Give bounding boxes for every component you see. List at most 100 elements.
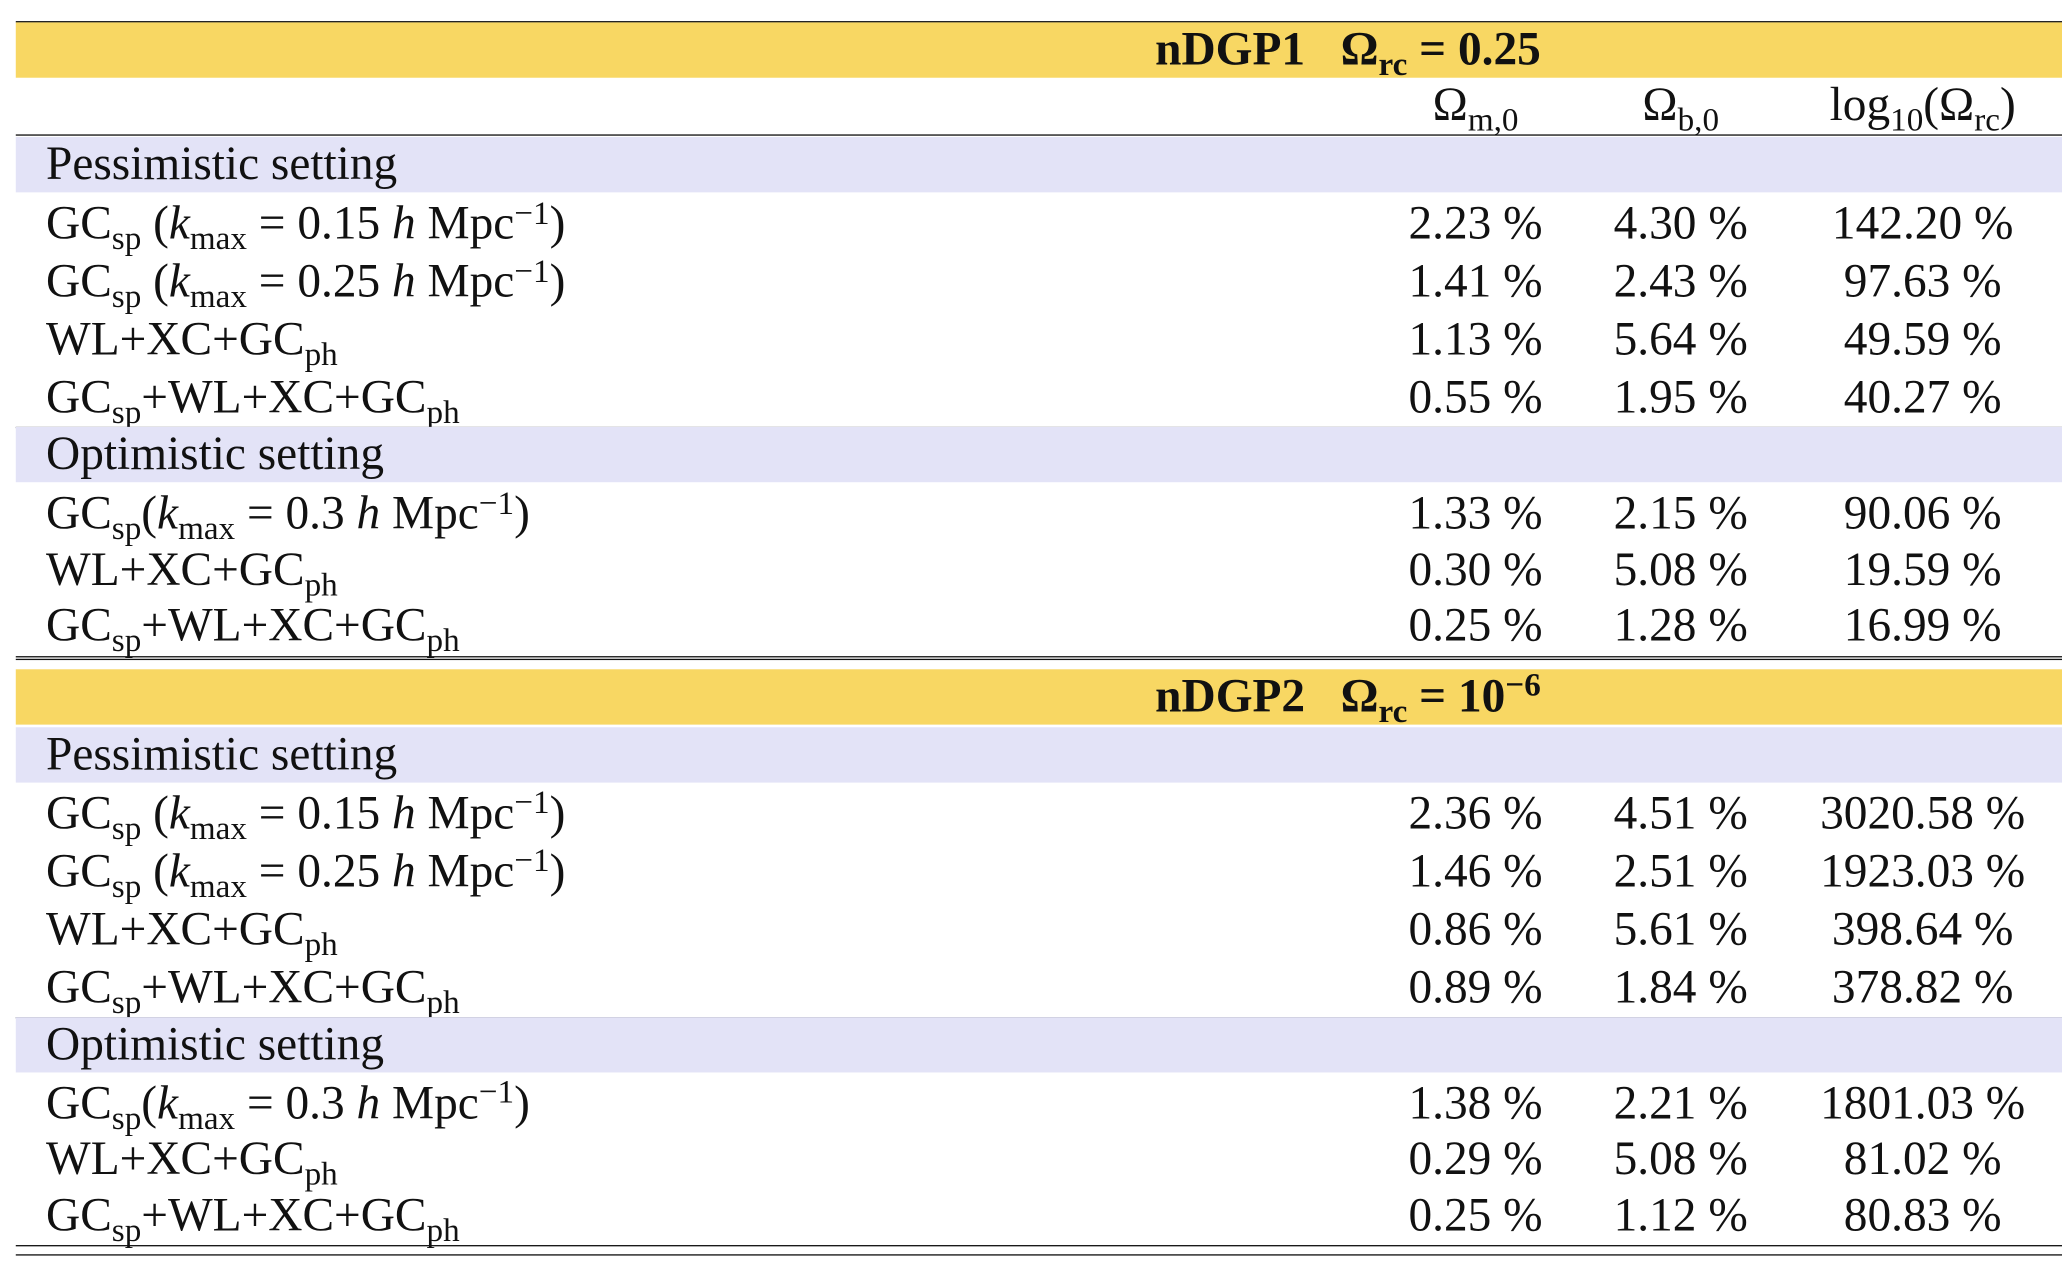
text-segment: sp	[111, 221, 142, 257]
text-segment: = 0.25	[1407, 22, 1541, 76]
row-label: GCsp+WL+XC+GCph	[46, 368, 460, 431]
text-segment: WL+XC+GC	[46, 1131, 305, 1185]
cell-value: 97.63 %	[1843, 254, 2002, 307]
text-segment: ph	[304, 567, 338, 603]
text-segment: sp	[111, 868, 142, 905]
text-segment: sp	[111, 1100, 142, 1137]
cell-value: 4.30 %	[1613, 196, 1748, 250]
row-label: WL+XC+GCph	[46, 310, 338, 373]
text-segment: max	[178, 511, 236, 547]
text-segment: ph	[304, 926, 338, 963]
cell-value: 5.64 %	[1613, 312, 1748, 365]
text-segment: 10	[1890, 102, 1924, 139]
text-segment: sp	[111, 279, 142, 315]
cell-value: 2.15 %	[1613, 486, 1748, 539]
text-segment: GC	[46, 959, 112, 1013]
row-label: GCsp (kmax = 0.15 h Mpc−1)	[46, 783, 565, 846]
cell-value: 378.82 %	[1831, 959, 2014, 1013]
row-label: GCsp (kmax = 0.25 h Mpc−1)	[46, 252, 566, 315]
text-segment: rc	[1378, 47, 1408, 84]
text-segment: = 0.25	[246, 254, 393, 307]
text-segment: WL+XC+GC	[46, 542, 305, 595]
text-segment: )	[514, 486, 530, 539]
cell-value: 49.59 %	[1843, 312, 2002, 365]
text-segment: −1	[478, 485, 515, 522]
cell-value: 0.55 %	[1408, 370, 1543, 423]
text-segment: GC	[46, 254, 112, 307]
text-segment: (	[141, 196, 169, 250]
column-header: Ωb,0	[1642, 75, 1719, 139]
cell-value: 1.41 %	[1408, 254, 1543, 307]
cell-value: 1.84 %	[1613, 959, 1748, 1013]
cell-value: 80.83 %	[1843, 1187, 2002, 1241]
text-segment: WL+XC+GC	[46, 312, 305, 365]
text-segment: = 0.15	[246, 785, 393, 839]
cell-value: 0.29 %	[1408, 1131, 1543, 1185]
cell-value: 0.30 %	[1408, 542, 1543, 595]
text-segment: = 0.15	[246, 196, 393, 250]
title-band	[15, 668, 2062, 724]
cell-value: 2.43 %	[1613, 254, 1748, 307]
text-segment: Mpc	[415, 254, 515, 307]
cell-value: 1.95 %	[1613, 370, 1748, 423]
cell-value: 16.99 %	[1843, 598, 2002, 651]
text-segment: )	[1999, 77, 2016, 131]
text-segment: h	[392, 843, 416, 897]
cell-value: 5.08 %	[1613, 542, 1748, 595]
text-segment: rc	[1378, 693, 1408, 730]
text-segment: GC	[46, 486, 112, 539]
group-name: Optimistic setting	[46, 1016, 385, 1070]
text-segment: Mpc	[380, 486, 479, 539]
row-label: WL+XC+GCph	[46, 540, 338, 603]
cell-value: 19.59 %	[1843, 542, 2002, 595]
text-segment: −1	[514, 253, 550, 290]
cell-value: 1.46 %	[1408, 843, 1543, 897]
text-segment: rc	[1974, 102, 2000, 139]
section-title: nDGP1 Ωrc = 0.25	[1155, 20, 1541, 83]
text-segment: −1	[514, 195, 550, 232]
text-segment: Mpc	[415, 196, 515, 250]
text-segment: k	[168, 196, 190, 250]
cell-value: 0.25 %	[1408, 1187, 1543, 1241]
group-name: Optimistic setting	[46, 426, 385, 480]
text-segment: = 10	[1407, 668, 1506, 722]
cell-value: 0.86 %	[1408, 901, 1543, 955]
text-segment: sp	[111, 984, 142, 1021]
text-segment: +WL+XC+GC	[141, 598, 427, 651]
rule	[15, 655, 2062, 657]
cell-value: 2.23 %	[1408, 196, 1543, 250]
row-label: GCsp(kmax = 0.3 h Mpc−1)	[46, 1073, 530, 1136]
text-segment: max	[189, 279, 247, 315]
row-label: GCsp+WL+XC+GCph	[46, 596, 460, 659]
text-segment: ph	[426, 1212, 460, 1249]
cell-value: 1.12 %	[1613, 1187, 1748, 1241]
text-segment: ph	[426, 395, 460, 431]
text-segment: )	[549, 254, 566, 307]
text-segment: = 0.3	[235, 1075, 357, 1129]
text-segment: h	[392, 196, 416, 250]
text-segment: nDGP1 Ω	[1155, 22, 1379, 76]
text-segment: max	[189, 811, 247, 847]
column-header: log10(Ωrc)	[1830, 75, 2016, 139]
text-segment: (	[141, 486, 158, 539]
group-band	[15, 1016, 2062, 1072]
text-segment: k	[157, 486, 179, 539]
text-segment: (Ω	[1923, 77, 1975, 131]
cell-value: 1.33 %	[1408, 486, 1543, 539]
text-segment: (	[141, 785, 169, 839]
text-segment: +WL+XC+GC	[141, 959, 427, 1013]
text-segment: ph	[426, 984, 460, 1021]
group-band	[15, 137, 2062, 193]
text-segment: k	[168, 785, 190, 839]
text-segment: Mpc	[415, 785, 515, 839]
text-segment: GC	[46, 370, 112, 423]
text-segment: k	[168, 254, 190, 307]
text-segment: −1	[514, 843, 550, 879]
text-segment: GC	[46, 598, 112, 651]
text-segment: GC	[46, 1187, 112, 1241]
group-name: Pessimistic setting	[46, 137, 398, 190]
text-segment: −1	[478, 1075, 515, 1111]
text-segment: ph	[304, 337, 338, 373]
text-segment: −1	[514, 785, 550, 822]
